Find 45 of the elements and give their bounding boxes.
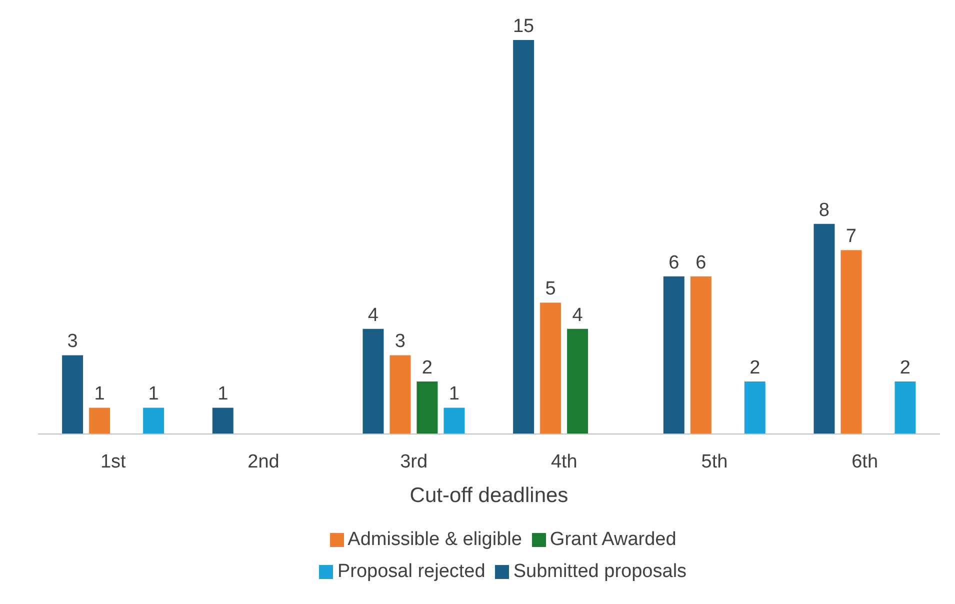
data-label: 15	[512, 16, 534, 37]
bar	[62, 355, 84, 434]
x-tick-label: 6th	[852, 451, 878, 472]
bar	[814, 224, 835, 434]
bar	[744, 381, 766, 434]
legend-label: Submitted proposals	[513, 561, 687, 582]
x-tick-label: 4th	[550, 451, 578, 472]
legend-label: Proposal rejected	[337, 561, 486, 582]
data-label: 4	[572, 304, 584, 326]
data-label: 7	[846, 226, 857, 248]
bar	[540, 302, 562, 434]
legend-label: Grant Awarded	[550, 529, 676, 550]
x-tick-label: 5th	[701, 451, 728, 472]
x-axis-title: Cut-off deadlines	[410, 484, 568, 507]
bar	[663, 276, 684, 434]
x-tick-label: 2nd	[248, 451, 280, 472]
bar	[567, 328, 588, 434]
data-label: 1	[94, 384, 105, 405]
legend-label: Admissible & eligible	[348, 529, 522, 550]
data-label: 1	[148, 384, 159, 405]
data-label: 2	[900, 357, 911, 378]
x-tick-label: 1st	[100, 451, 127, 472]
bar	[89, 408, 110, 434]
bar	[894, 381, 916, 434]
x-tick-label: 3rd	[400, 451, 428, 472]
data-label: 5	[545, 278, 556, 300]
bar	[690, 276, 712, 434]
data-label: 6	[668, 252, 680, 274]
data-label: 6	[696, 252, 706, 274]
bar	[143, 408, 164, 434]
data-label: 4	[368, 304, 379, 326]
data-label: 1	[218, 384, 228, 405]
bar	[513, 40, 534, 434]
bar	[840, 250, 862, 434]
data-label: 3	[67, 331, 78, 352]
bar	[212, 408, 234, 434]
bar	[390, 355, 411, 434]
bar	[444, 408, 465, 434]
bar	[362, 328, 384, 434]
data-label: 1	[448, 384, 460, 405]
data-label: 2	[750, 357, 760, 378]
data-label: 3	[394, 331, 406, 352]
bar	[416, 381, 438, 434]
data-label: 8	[818, 200, 830, 221]
data-label: 2	[422, 357, 433, 378]
